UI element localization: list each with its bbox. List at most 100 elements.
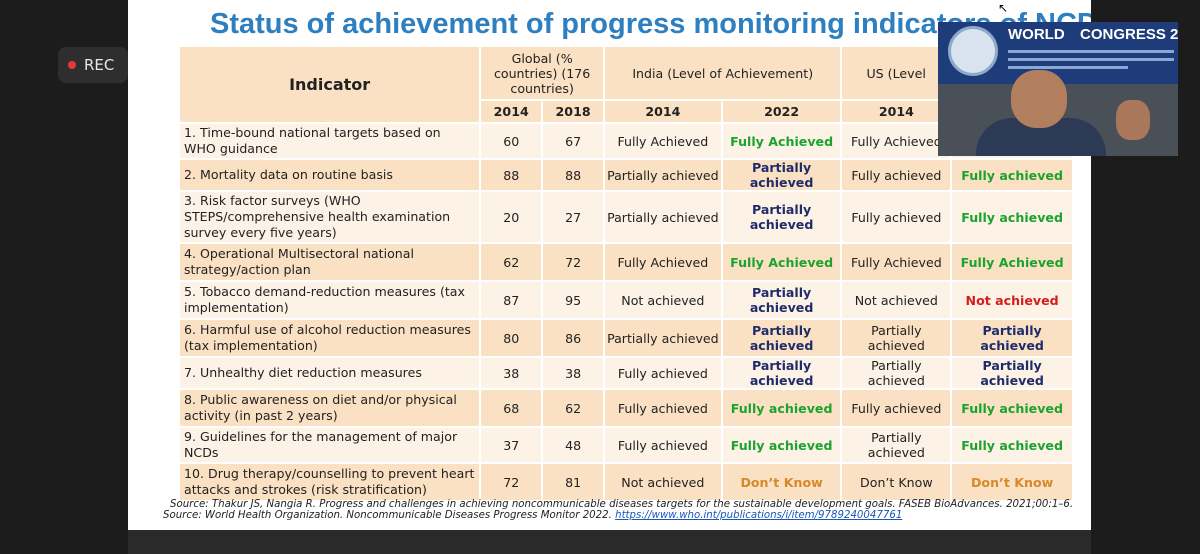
global-2018-cell: 48	[541, 426, 606, 464]
us-2014-cell: Not achieved	[840, 280, 953, 320]
table-row: 7. Unhealthy diet reduction measures 38 38…	[177, 356, 1074, 390]
us-2022-cell: Partially achieved	[950, 356, 1074, 390]
global-2018-cell: 67	[541, 122, 606, 160]
banner-subtitle-line	[1008, 50, 1174, 53]
header-year: 2018	[541, 99, 606, 124]
source-citation-2: Source: World Health Organization. Nonco…	[163, 510, 902, 521]
presentation-slide: Status of achievement of progress monito…	[128, 0, 1091, 530]
india-2022-cell: Partially achieved	[720, 280, 843, 320]
table-row: 3. Risk factor surveys (WHO STEPS/compre…	[177, 190, 1074, 244]
global-2018-cell: 38	[541, 356, 606, 390]
global-2014-cell: 72	[479, 462, 544, 502]
us-2022-cell: Fully achieved	[950, 388, 1074, 428]
indicator-cell: 2. Mortality data on routine basis	[177, 158, 482, 192]
table-row: 6. Harmful use of alcohol reduction meas…	[177, 318, 1074, 358]
india-2014-cell: Not achieved	[603, 280, 723, 320]
global-2018-cell: 72	[541, 242, 606, 282]
india-2022-cell: Partially achieved	[720, 158, 843, 192]
global-2018-cell: 62	[541, 388, 606, 428]
table-row: 2. Mortality data on routine basis 88 88 Pa…	[177, 158, 1074, 192]
banner-word: WORLD	[1008, 26, 1065, 43]
us-2022-cell: Fully achieved	[950, 426, 1074, 464]
header-year: 2014	[603, 99, 723, 124]
table-row: 4. Operational Multisectoral national st…	[177, 242, 1074, 282]
banner-congress: CONGRESS 2022	[1080, 26, 1178, 43]
india-2022-cell: Partially achieved	[720, 190, 843, 244]
header-indicator: Indicator	[177, 45, 482, 124]
banner-subtitle-line	[1008, 66, 1128, 69]
indicator-cell: 9. Guidelines for the management of majo…	[177, 426, 482, 464]
india-2022-cell: Fully achieved	[720, 426, 843, 464]
us-2014-cell: Fully achieved	[840, 190, 953, 244]
header-year: 2014	[479, 99, 544, 124]
indicator-cell: 4. Operational Multisectoral national st…	[177, 242, 482, 282]
globe-logo-icon	[948, 26, 998, 76]
global-2018-cell: 27	[541, 190, 606, 244]
header-global: Global (% countries) (176 countries)	[479, 45, 606, 101]
us-2022-cell: Not achieved	[950, 280, 1074, 320]
global-2014-cell: 38	[479, 356, 544, 390]
table-row: 8. Public awareness on diet and/or physi…	[177, 388, 1074, 428]
rec-label: REC	[84, 56, 115, 74]
india-2014-cell: Fully achieved	[603, 426, 723, 464]
global-2014-cell: 68	[479, 388, 544, 428]
source-link[interactable]: https://www.who.int/publications/i/item/…	[615, 510, 903, 521]
india-2014-cell: Not achieved	[603, 462, 723, 502]
india-2022-cell: Don’t Know	[720, 462, 843, 502]
mouse-pointer-icon: ↖	[998, 1, 1009, 15]
us-2022-cell: Fully achieved	[950, 158, 1074, 192]
indicator-cell: 3. Risk factor surveys (WHO STEPS/compre…	[177, 190, 482, 244]
indicator-cell: 6. Harmful use of alcohol reduction meas…	[177, 318, 482, 358]
global-2014-cell: 60	[479, 122, 544, 160]
us-2014-cell: Fully Achieved	[840, 242, 953, 282]
us-2022-cell: Fully Achieved	[950, 242, 1074, 282]
table-row: 5. Tobacco demand-reduction measures (ta…	[177, 280, 1074, 320]
us-2014-cell: Partially achieved	[840, 426, 953, 464]
us-2014-cell: Fully Achieved	[840, 122, 953, 160]
congress-banner: WORLD CONGRESS 2022	[938, 22, 1178, 84]
india-2014-cell: Fully achieved	[603, 356, 723, 390]
us-2022-cell: Partially achieved	[950, 318, 1074, 358]
source-citation-1: Source: Thakur JS, Nangia R. Progress an…	[170, 499, 1074, 510]
global-2018-cell: 95	[541, 280, 606, 320]
indicator-cell: 7. Unhealthy diet reduction measures	[177, 356, 482, 390]
india-2022-cell: Fully Achieved	[720, 122, 843, 160]
india-2022-cell: Fully Achieved	[720, 242, 843, 282]
indicator-cell: 10. Drug therapy/counselling to prevent …	[177, 462, 482, 502]
global-2014-cell: 37	[479, 426, 544, 464]
table-row: 10. Drug therapy/counselling to prevent …	[177, 462, 1074, 502]
india-2014-cell: Partially achieved	[603, 190, 723, 244]
us-2014-cell: Partially achieved	[840, 356, 953, 390]
banner-subtitle-line	[1008, 58, 1174, 61]
global-2014-cell: 62	[479, 242, 544, 282]
us-2022-cell: Don’t Know	[950, 462, 1074, 502]
india-2014-cell: Partially achieved	[603, 158, 723, 192]
india-2022-cell: Partially achieved	[720, 318, 843, 358]
indicator-cell: 1. Time-bound national targets based on …	[177, 122, 482, 160]
rec-indicator[interactable]: REC	[58, 47, 128, 83]
header-india: India (Level of Achievement)	[603, 45, 843, 101]
global-2018-cell: 81	[541, 462, 606, 502]
speaker-hand	[1116, 100, 1150, 140]
global-2014-cell: 20	[479, 190, 544, 244]
india-2014-cell: Fully Achieved	[603, 122, 723, 160]
us-2014-cell: Partially achieved	[840, 318, 953, 358]
header-year: 2022	[720, 99, 843, 124]
us-2014-cell: Fully achieved	[840, 388, 953, 428]
table-row: 9. Guidelines for the management of majo…	[177, 426, 1074, 464]
source-citation-2-text: Source: World Health Organization. Nonco…	[163, 510, 612, 521]
india-2014-cell: Fully Achieved	[603, 242, 723, 282]
india-2014-cell: Partially achieved	[603, 318, 723, 358]
speaker-head	[1011, 70, 1067, 128]
us-2014-cell: Don’t Know	[840, 462, 953, 502]
india-2022-cell: Fully achieved	[720, 388, 843, 428]
india-2014-cell: Fully achieved	[603, 388, 723, 428]
indicator-cell: 5. Tobacco demand-reduction measures (ta…	[177, 280, 482, 320]
speaker-video[interactable]: WORLD CONGRESS 2022	[938, 22, 1178, 156]
global-2014-cell: 87	[479, 280, 544, 320]
indicator-cell: 8. Public awareness on diet and/or physi…	[177, 388, 482, 428]
global-2014-cell: 80	[479, 318, 544, 358]
red-dot-icon	[68, 61, 76, 69]
bottom-bar	[128, 530, 1091, 554]
